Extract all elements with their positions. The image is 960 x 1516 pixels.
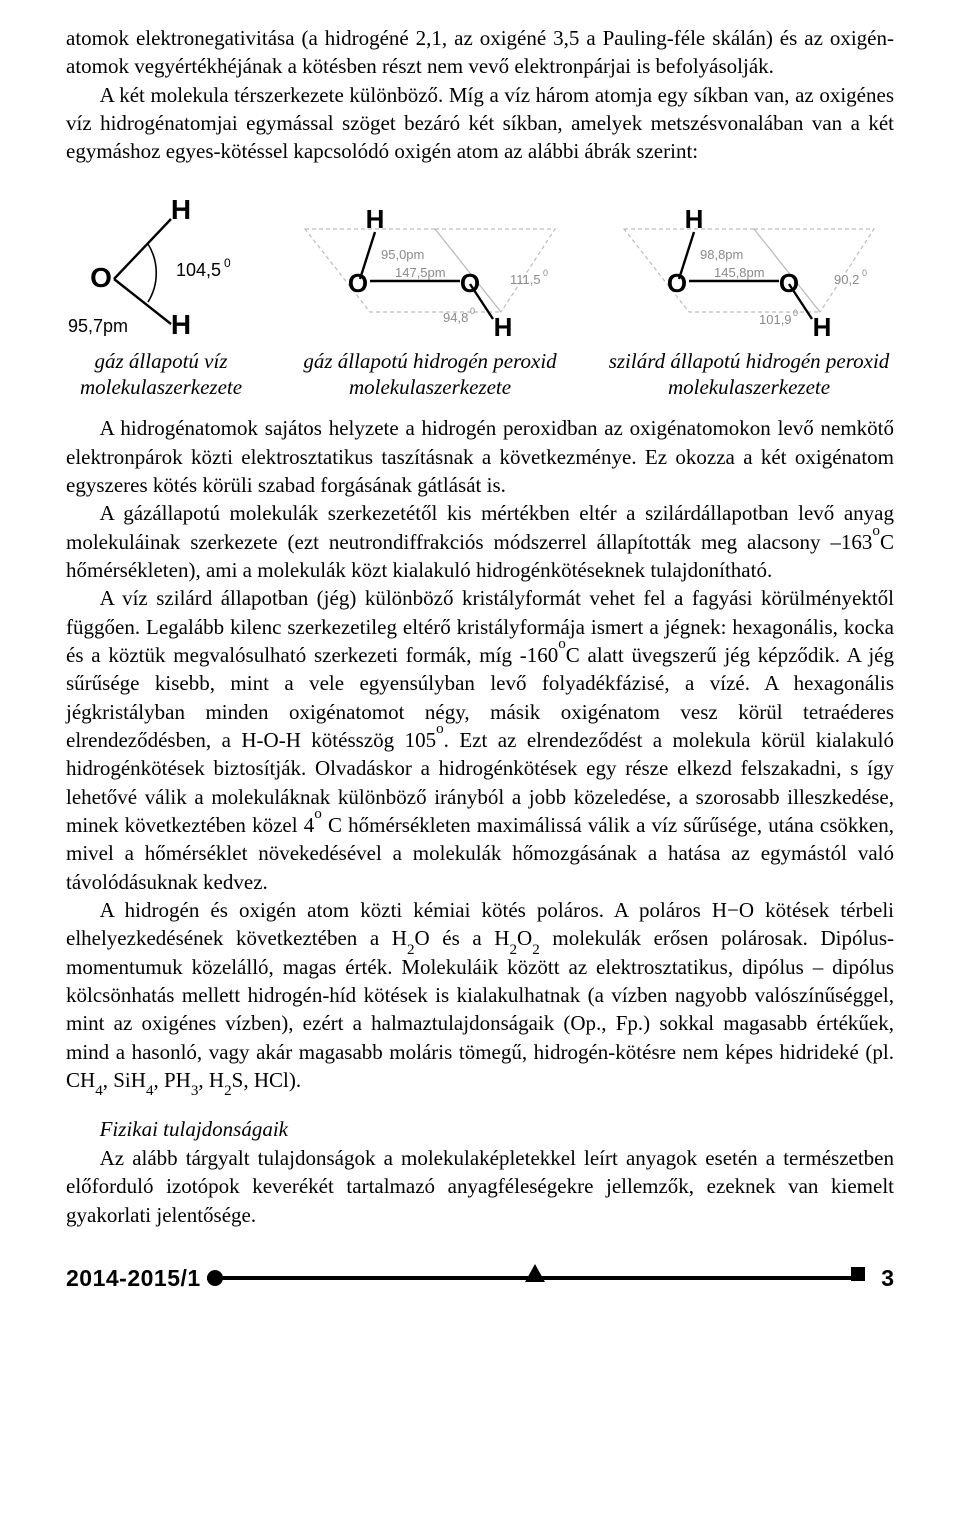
paragraph-1: atomok elektronegativitása (a hidrogéné … — [66, 24, 894, 81]
figure-h2o2-gas: H O O H 95,0pm 147,5pm 111,5 0 94,8 0 gá… — [285, 184, 575, 401]
footer-triangle-icon — [525, 1264, 545, 1282]
svg-text:95,0pm: 95,0pm — [381, 247, 424, 262]
h2o2-gas-svg: H O O H 95,0pm 147,5pm 111,5 0 94,8 0 — [285, 184, 575, 344]
svg-text:H: H — [685, 204, 704, 234]
svg-text:H: H — [494, 312, 513, 342]
svg-text:0: 0 — [470, 306, 475, 316]
svg-text:H: H — [813, 312, 832, 342]
water-label: gáz állapotú víz molekulaszerkezete — [80, 348, 242, 401]
figure-h2o2-solid: H O O H 98,8pm 145,8pm 90,2 0 101,9 0 sz… — [604, 184, 894, 401]
svg-text:0: 0 — [793, 308, 798, 318]
h2o2-solid-svg: H O O H 98,8pm 145,8pm 90,2 0 101,9 0 — [604, 184, 894, 344]
svg-text:95,7pm: 95,7pm — [68, 316, 128, 336]
svg-text:H: H — [366, 204, 385, 234]
paragraph-7: Az alább tárgyalt tulajdonságok a moleku… — [66, 1144, 894, 1229]
svg-text:0: 0 — [543, 268, 548, 278]
footer-year: 2014-2015/1 — [66, 1263, 201, 1294]
svg-text:145,8pm: 145,8pm — [714, 265, 765, 280]
svg-text:147,5pm: 147,5pm — [395, 265, 446, 280]
section-title: Fizikai tulajdonságaik — [66, 1115, 894, 1143]
svg-text:O: O — [779, 268, 799, 298]
water-svg: O H H 104,5 0 95,7pm — [66, 184, 256, 344]
svg-text:H: H — [171, 194, 191, 225]
footer-dot-icon — [207, 1270, 223, 1286]
svg-text:O: O — [460, 268, 480, 298]
svg-text:O: O — [348, 268, 368, 298]
svg-text:90,2: 90,2 — [834, 272, 859, 287]
paragraph-3: A hidrogénatomok sajátos helyzete a hidr… — [66, 414, 894, 499]
page-footer: 2014-2015/1 3 — [66, 1263, 894, 1318]
paragraph-6: A hidrogén és oxigén atom közti kémiai k… — [66, 896, 894, 1094]
svg-text:104,5: 104,5 — [176, 260, 221, 280]
h2o2-gas-label: gáz állapotú hidrogén peroxid molekulasz… — [303, 348, 556, 401]
svg-text:111,5: 111,5 — [510, 272, 541, 287]
svg-text:94,8: 94,8 — [443, 310, 468, 325]
paragraph-5: A víz szilárd állapotban (jég) különböző… — [66, 584, 894, 896]
svg-text:O: O — [667, 268, 687, 298]
svg-text:0: 0 — [224, 256, 231, 270]
footer-square-icon — [851, 1267, 865, 1281]
paragraph-2: A két molekula térszerkezete különböző. … — [66, 81, 894, 166]
molecule-diagrams: O H H 104,5 0 95,7pm gáz állapotú víz mo… — [66, 184, 894, 401]
paragraph-4: A gázállapotú molekulák szerkezetétől ki… — [66, 499, 894, 584]
svg-text:H: H — [171, 309, 191, 340]
svg-text:0: 0 — [862, 268, 867, 278]
h2o2-solid-label: szilárd állapotú hidrogén peroxid moleku… — [609, 348, 890, 401]
svg-text:101,9: 101,9 — [759, 312, 792, 327]
footer-rule — [207, 1276, 864, 1280]
figure-water: O H H 104,5 0 95,7pm gáz állapotú víz mo… — [66, 184, 256, 401]
svg-text:98,8pm: 98,8pm — [700, 247, 743, 262]
footer-page-number: 3 — [881, 1263, 894, 1294]
svg-text:O: O — [90, 262, 112, 293]
